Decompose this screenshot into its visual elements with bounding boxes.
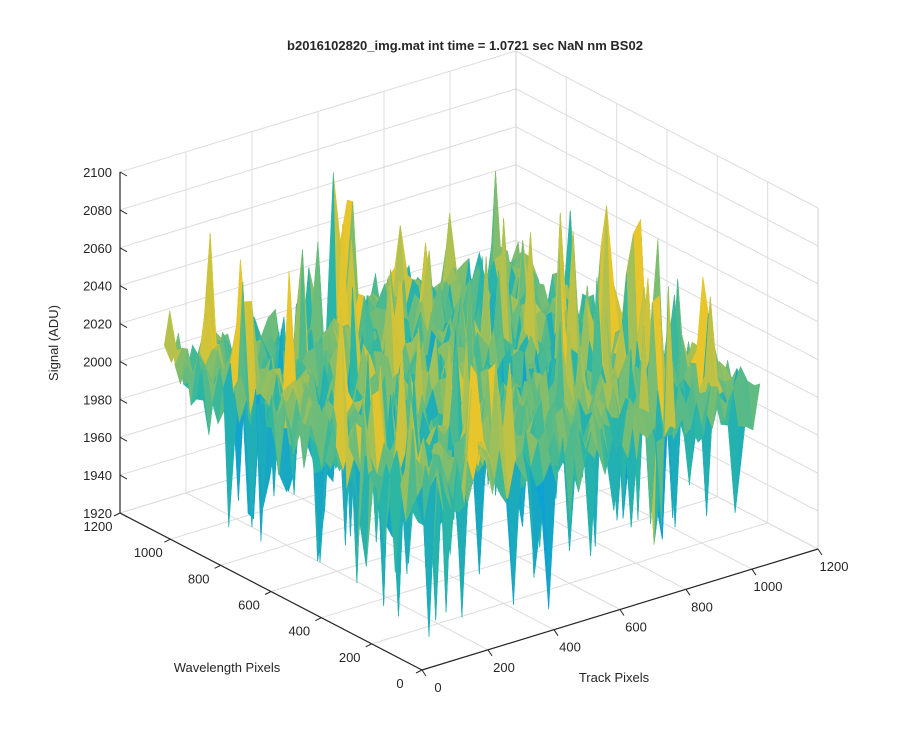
z-tick-mark xyxy=(119,398,128,404)
x-tick-label: 0 xyxy=(434,680,441,695)
x-tick-label: 800 xyxy=(691,599,713,614)
grid-line-backwall-z xyxy=(119,88,517,211)
z-axis-label: Signal (ADU) xyxy=(46,305,61,381)
x-tick-mark xyxy=(685,589,691,596)
z-tick-label: 2080 xyxy=(83,203,112,218)
x-tick-label: 200 xyxy=(493,660,515,675)
z-tick-label: 1980 xyxy=(83,392,112,407)
x-axis-label: Track Pixels xyxy=(579,670,650,685)
y-tick-label: 800 xyxy=(188,571,210,586)
z-tick-mark xyxy=(119,360,128,366)
x-tick-label: 1200 xyxy=(820,559,849,574)
z-tick-label: 2020 xyxy=(83,317,112,332)
y-tick-label: 1200 xyxy=(84,519,113,534)
y-tick-label: 0 xyxy=(396,676,403,691)
x-tick-mark xyxy=(751,568,757,576)
y-tick-mark xyxy=(113,512,121,517)
y-tick-label: 600 xyxy=(238,598,260,613)
surface-cell xyxy=(416,487,430,637)
z-tick-label: 2040 xyxy=(83,279,112,294)
y-tick-mark xyxy=(315,617,322,622)
y-tick-mark xyxy=(415,669,423,674)
grid-line-sidewall-z xyxy=(515,88,819,247)
z-tick-label: 1920 xyxy=(83,506,112,521)
surface-mesh xyxy=(163,171,761,637)
grid-line-floor-y xyxy=(371,522,768,645)
y-tick-mark xyxy=(214,564,221,569)
z-tick-label: 2000 xyxy=(83,354,112,369)
grid-line-sidewall-z xyxy=(515,126,819,285)
y-axis-label: Wavelength Pixels xyxy=(174,660,281,675)
x-tick-label: 400 xyxy=(559,640,581,655)
chart-title: b2016102820_img.mat int time = 1.0721 se… xyxy=(287,38,643,53)
z-tick-label: 2100 xyxy=(83,165,112,180)
x-tick-mark xyxy=(817,548,823,556)
y-tick-label: 400 xyxy=(288,624,310,639)
grid-line-sidewall-z xyxy=(515,50,819,209)
grid-line-backwall-z xyxy=(119,126,517,249)
y-tick-mark xyxy=(164,538,171,543)
z-tick-mark xyxy=(119,209,128,215)
grid-line-sidewall-z xyxy=(515,202,819,361)
z-tick-mark xyxy=(119,474,128,480)
z-tick-mark xyxy=(119,247,128,253)
x-tick-mark xyxy=(619,609,625,616)
z-tick-mark xyxy=(119,512,128,518)
z-tick-label: 1960 xyxy=(83,430,112,445)
x-tick-mark xyxy=(421,669,427,677)
z-tick-label: 1940 xyxy=(83,468,112,483)
z-tick-mark xyxy=(119,323,128,329)
z-tick-label: 2060 xyxy=(83,241,112,256)
x-tick-mark xyxy=(487,649,493,657)
z-tick-mark xyxy=(119,436,128,442)
y-tick-mark xyxy=(365,643,372,648)
y-tick-label: 1000 xyxy=(134,545,163,560)
grid-line-sidewall-z xyxy=(515,164,819,323)
z-tick-mark xyxy=(119,171,128,177)
x-tick-label: 1000 xyxy=(754,579,783,594)
axes xyxy=(113,171,823,677)
grid-line-backwall-z xyxy=(119,50,517,173)
grid-line-backwall-z xyxy=(119,164,517,287)
z-tick-mark xyxy=(119,285,128,291)
x-tick-label: 600 xyxy=(625,620,647,635)
y-tick-mark xyxy=(264,591,272,595)
x-tick-mark xyxy=(553,629,559,636)
y-tick-label: 200 xyxy=(339,650,361,665)
tick-labels: 0 200 400 600 800 1000 1200 0 200 400 600 800 1000 12… xyxy=(83,165,848,695)
grid-line-floor-y xyxy=(270,470,668,592)
